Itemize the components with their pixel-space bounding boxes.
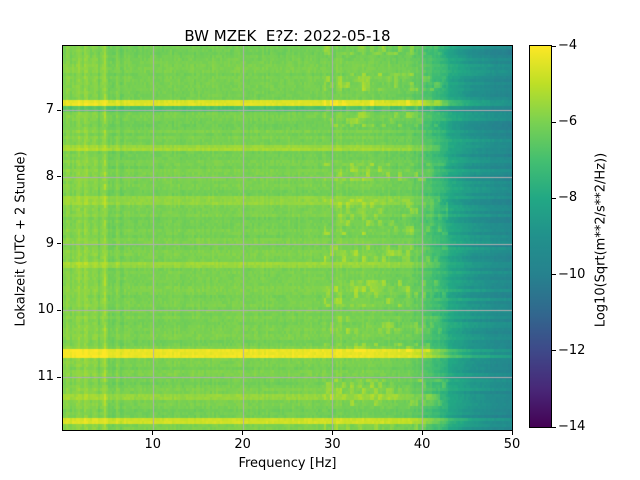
- spectrogram-heatmap: [63, 46, 512, 430]
- y-tick-label: 11: [37, 369, 54, 385]
- colorbar-tick-label: −10: [558, 266, 586, 282]
- x-tick-label: 50: [503, 437, 521, 452]
- colorbar-tick-label: −4: [558, 38, 578, 53]
- x-tick-mark: [511, 431, 513, 435]
- colorbar-tick-mark: [552, 45, 556, 47]
- y-tick-mark: [57, 243, 61, 245]
- chart-title: BW MZEK E?Z: 2022-05-18: [184, 27, 391, 45]
- y-tick-mark: [57, 309, 61, 311]
- x-tick-label: 30: [324, 437, 341, 452]
- x-tick-label: 10: [144, 437, 162, 452]
- x-tick-label: 40: [413, 437, 431, 452]
- x-tick-mark: [421, 431, 423, 435]
- y-tick-mark: [57, 376, 61, 378]
- plot-border: [62, 45, 513, 431]
- colorbar-tick-label: −8: [558, 190, 578, 206]
- colorbar-tick-mark: [552, 426, 556, 428]
- colorbar-tick-mark: [552, 121, 556, 123]
- y-tick-label: 10: [37, 302, 54, 318]
- y-tick-label: 7: [45, 102, 54, 118]
- colorbar-tick-mark: [552, 197, 556, 199]
- y-tick-mark: [57, 109, 61, 111]
- x-tick-label: 20: [234, 437, 251, 452]
- colorbar-gradient: [530, 46, 551, 427]
- y-tick-mark: [57, 176, 61, 178]
- colorbar: [529, 45, 552, 428]
- colorbar-tick-label: −14: [558, 419, 586, 434]
- x-tick-mark: [242, 431, 244, 435]
- x-tick-mark: [331, 431, 333, 435]
- colorbar-label: Log10(Sqrt(m**2/s**2/Hz)): [593, 152, 609, 328]
- colorbar-tick-mark: [552, 274, 556, 276]
- y-tick-label: 9: [45, 235, 54, 251]
- colorbar-tick-mark: [552, 350, 556, 352]
- colorbar-tick-label: −12: [558, 342, 586, 358]
- x-tick-mark: [152, 431, 154, 435]
- colorbar-tick-label: −6: [558, 114, 578, 130]
- x-axis-label: Frequency [Hz]: [238, 456, 337, 471]
- y-tick-label: 8: [45, 168, 54, 184]
